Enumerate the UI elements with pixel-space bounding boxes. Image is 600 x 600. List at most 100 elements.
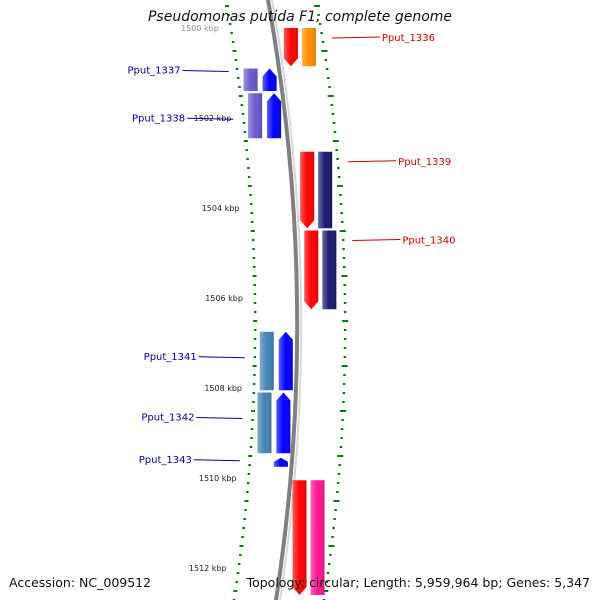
scale-tick [250,212,253,214]
pput-1338-label-connector [187,117,234,120]
pput-1343-label: Pput_1343 [139,455,192,466]
scale-tick [251,410,256,412]
scale-tick [246,491,249,493]
scale-tick [321,41,325,43]
pput-1339-label: Pput_1339 [398,157,451,168]
scale-tick-label: 1510 kbp [199,474,237,483]
scale-tick [342,383,346,385]
scale-tick [331,113,335,115]
pput-1339-cog-bar-shading [318,151,333,229]
scale-tick [242,527,245,529]
scale-tick [253,374,256,376]
scale-tick [337,167,340,169]
gene-cds-arrow-shading [292,480,307,595]
scale-tick [239,545,244,547]
scale-tick [252,401,255,403]
scale-tick [234,59,238,61]
scale-tick [235,581,238,583]
pput-1336-cog-bar-shading [301,28,316,67]
scale-tick [253,311,257,313]
scale-tick [251,419,254,421]
scale-tick [322,590,329,592]
pput-1337-cog-bar-shading [243,68,258,91]
pput-1341-label-connector [198,356,245,359]
scale-tick [237,77,240,79]
scale-tick [240,104,244,106]
scale-tick [236,572,240,574]
scale-tick [329,554,332,556]
scale-tick [249,203,253,205]
scale-tick [341,239,345,241]
pput-1336-label: Pput_1336 [382,33,435,44]
scale-tick [332,140,339,142]
scale-tick [253,293,257,295]
scale-tick [340,212,343,214]
scale-tick [343,329,347,331]
scale-tick [235,68,239,70]
pput-1337-label-connector [182,70,229,72]
scale-tick [250,428,254,430]
scale-tick [253,338,257,340]
scale-tick [246,158,249,160]
scale-tick [325,68,329,70]
scale-tick [247,167,250,169]
scale-tick [246,482,250,484]
scale-tick [343,356,347,358]
pput-1341-label: Pput_1341 [144,352,197,363]
scale-tick [340,410,347,412]
scale-tick [339,194,342,196]
pput-1336-label-connector [331,36,380,39]
scale-tick [248,455,253,457]
scale-tick [328,545,335,547]
scale-tick [243,131,247,133]
pput-1342-label: Pput_1342 [141,413,194,424]
scale-tick [247,473,251,475]
scale-tick [248,464,251,466]
pput-1340-cds-arrow-shading [304,230,319,310]
scale-tick [332,122,336,124]
pput-1339-cds-arrow-shading [300,151,315,229]
scale-tick [227,14,230,16]
scale-tick [314,5,321,7]
scale-tick [327,95,334,97]
pput-1338-cog-bar-shading [248,93,263,139]
scale-tick [342,401,345,403]
accession-text: Accession: NC_009512 [9,575,152,590]
scale-tick [333,500,340,502]
scale-tick-label: 1506 kbp [205,294,243,303]
pput-1341-cds-arrow-shading [278,331,293,391]
scale-tick [342,257,346,259]
scale-tick [244,500,249,502]
pput-1336-cds-arrow-shading [283,28,298,67]
scale-tick [343,311,347,313]
scale-tick [342,248,345,250]
scale-tick [239,554,242,556]
scale-tick [230,32,233,34]
scale-tick [340,437,343,439]
scale-tick [343,266,346,268]
scale-tick [337,176,341,178]
backbone-line [270,0,303,600]
scale-tick [343,374,346,376]
scale-tick [250,437,253,439]
scale-tick [321,50,328,52]
backbone-line [265,0,300,600]
scale-tick [247,176,251,178]
scale-tick [241,536,244,538]
scale-tick [317,14,320,16]
pput-1337-label: Pput_1337 [127,66,180,77]
pput-1337-cds-arrow-shading [262,68,277,91]
scale-tick [253,284,256,286]
scale-tick [318,23,322,25]
scale-tick [324,59,328,61]
scale-tick [342,320,349,322]
scale-tick [252,392,256,394]
scale-tick [252,257,256,259]
scale-tick [253,347,257,349]
scale-tick [231,41,235,43]
scale-tick [253,320,258,322]
scale-tick [252,275,257,277]
scale-tick [333,131,337,133]
pput-1340-label-connector [352,239,401,241]
